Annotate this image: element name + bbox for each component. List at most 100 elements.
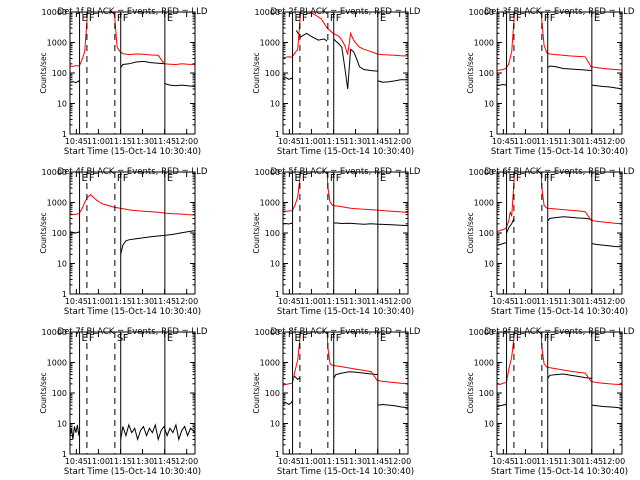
marker-label: E [167,333,173,344]
x-tick-label: 11:00 [514,457,537,466]
marker-label: E [82,173,88,184]
marker-label: F [89,13,95,24]
series-events-line [377,79,408,83]
plot-area [70,194,195,255]
y-tick-label: 10000 [42,328,67,337]
x-axis-label: Start Time (15-Oct-14 10:30:40) [277,307,414,317]
marker-label: E [594,173,600,184]
marker-label: E [295,173,301,184]
x-tick-label: 10:45 [278,137,301,146]
series-events-line [547,373,592,379]
marker-label: E [380,173,386,184]
y-tick-label: 10 [270,100,280,109]
x-tick-label: 11:15 [109,137,132,146]
y-tick-label: 10000 [42,168,67,177]
x-axis-label: Start Time (15-Oct-14 10:30:40) [64,147,201,157]
y-tick-label: 1 [489,450,494,459]
series-events-line [547,216,592,222]
x-tick-label: 10:45 [492,137,515,146]
marker-label: F [336,333,342,344]
x-axis-label: Start Time (15-Oct-14 10:30:40) [491,307,628,317]
x-tick-label: 11:15 [536,297,559,306]
marker-label: F [123,13,129,24]
y-tick-label: 10000 [255,168,280,177]
x-tick-label: 10:45 [492,297,515,306]
chart-panel-3: E F F F E11010010001000010:4511:0011:1511:30… [466,7,635,157]
y-tick-label: 1 [275,130,280,139]
y-axis-label: Counts/sec [252,52,261,93]
y-tick-label: 100 [52,69,67,78]
marker-label: F [89,333,95,344]
x-tick-label: 10:45 [65,137,88,146]
plot-frame [496,11,623,135]
x-tick-label: 11:00 [87,457,110,466]
x-tick-label: 10:45 [278,297,301,306]
series-events-line [120,60,165,68]
y-tick-label: 1000 [47,359,67,368]
series-events-line [333,222,408,227]
marker-label: E [167,173,173,184]
series-lld-line [283,12,408,59]
x-tick-label: 11:45 [366,137,389,146]
y-axis-label: Counts/sec [466,372,475,413]
marker-label: F [330,13,336,24]
x-tick-label: 11:30 [558,457,581,466]
chart-panel-2: E F F F E11010010001000010:4511:0011:1511:30… [252,7,421,157]
series-events-line [333,38,378,89]
x-tick-label: 12:00 [602,457,625,466]
plot-frame [69,11,196,135]
plot-frame [282,171,409,295]
y-tick-label: 10000 [255,8,280,17]
y-tick-label: 1 [275,290,280,299]
y-axis-label: Counts/sec [39,372,48,413]
marker-label: F [117,13,123,24]
x-tick-label: 11:45 [153,137,176,146]
marker-label: E [380,13,386,24]
x-tick-label: 11:45 [153,457,176,466]
chart-title: Det 7f BLACK = Events, RED = LLD [58,327,208,337]
series-events-line [547,65,592,72]
marker-label: E [82,13,88,24]
x-tick-label: 11:30 [558,137,581,146]
marker-label: E [380,333,386,344]
x-tick-label: 11:00 [300,457,323,466]
y-tick-label: 1000 [47,199,67,208]
marker-label: E [509,173,515,184]
x-tick-label: 11:45 [366,457,389,466]
y-tick-label: 10 [57,100,67,109]
x-axis-label: Start Time (15-Oct-14 10:30:40) [277,467,414,477]
x-tick-label: 12:00 [175,457,198,466]
y-tick-label: 10000 [469,8,494,17]
x-tick-label: 11:45 [580,137,603,146]
y-tick-label: 1000 [260,359,280,368]
series-events-line [120,230,195,255]
x-tick-label: 11:45 [366,297,389,306]
marker-label: E [295,333,301,344]
y-tick-label: 10 [484,260,494,269]
x-tick-label: 11:00 [87,297,110,306]
x-tick-label: 11:30 [344,297,367,306]
x-tick-label: 12:00 [175,297,198,306]
y-axis-label: Counts/sec [39,212,48,253]
marker-label: F [516,173,522,184]
series-events-line [377,403,408,409]
marker-label: F [516,333,522,344]
marker-label: F [336,13,342,24]
series-lld-line [497,332,622,386]
y-tick-label: 1 [62,450,67,459]
y-tick-label: 1000 [260,39,280,48]
series-events-line [333,371,378,379]
plot-frame [69,331,196,455]
series-events-line [120,423,195,442]
y-tick-label: 100 [52,229,67,238]
chart-panel-9: E F F F E11010010001000010:4511:0011:1511:30… [466,327,635,477]
chart-panel-6: E F F F E11010010001000010:4511:0011:1511:30… [466,167,635,317]
series-lld-line [70,12,195,67]
series-lld-line [497,12,622,72]
y-tick-label: 1 [62,130,67,139]
x-tick-label: 11:15 [322,457,345,466]
marker-label: F [544,333,550,344]
x-tick-label: 12:00 [602,297,625,306]
x-tick-label: 11:45 [580,297,603,306]
x-tick-label: 10:45 [65,457,88,466]
